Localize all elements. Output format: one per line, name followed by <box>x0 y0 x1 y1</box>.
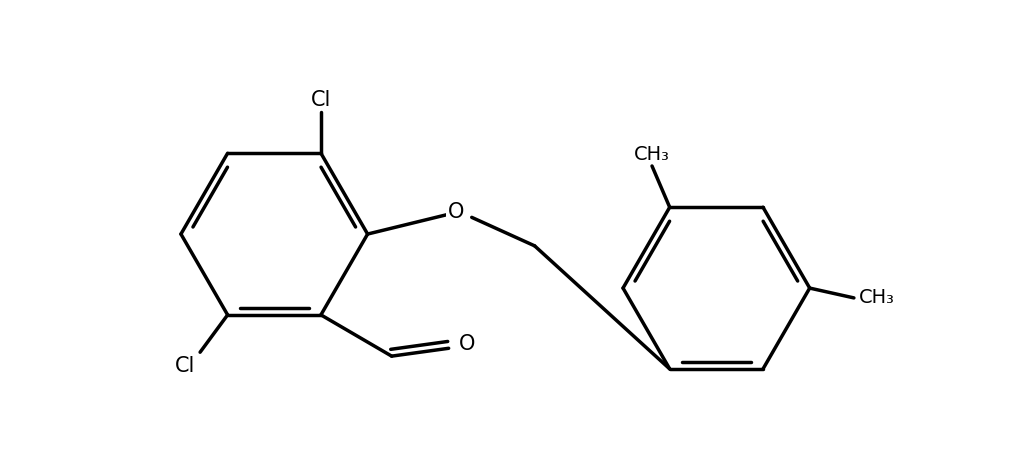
Text: O: O <box>459 334 475 355</box>
Text: CH₃: CH₃ <box>634 145 670 164</box>
Text: CH₃: CH₃ <box>859 288 895 308</box>
Text: O: O <box>447 202 464 222</box>
Text: Cl: Cl <box>174 356 195 376</box>
Text: Cl: Cl <box>311 90 331 110</box>
